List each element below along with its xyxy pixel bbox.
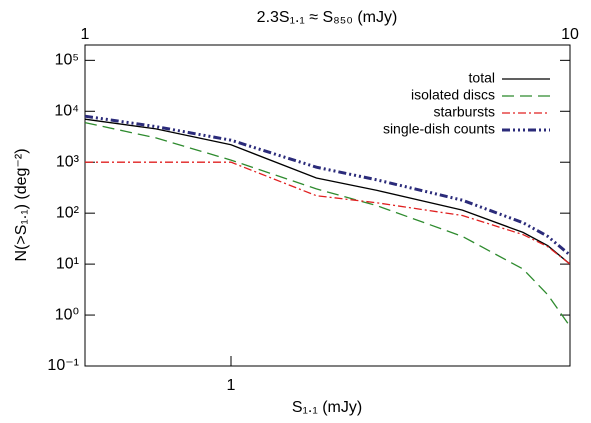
x2-tick-label: 1 (81, 26, 90, 43)
legend-label: total (469, 70, 495, 86)
y-axis-title: N(>S₁.₁) (deg⁻²) (13, 148, 30, 261)
x-tick-label: 1 (227, 377, 236, 394)
y-tick-label: 10⁴ (54, 102, 79, 119)
y-tick-label: 10¹ (56, 255, 79, 272)
legend-label: single-dish counts (383, 121, 495, 137)
x-axis-title: S₁.₁ (mJy) (292, 399, 362, 416)
series-line (84, 118, 571, 265)
x2-tick-label: 10 (561, 26, 579, 43)
legend-label: starbursts (434, 104, 495, 120)
y-tick-label: 10⁵ (55, 52, 79, 69)
y-tick-label: 10³ (56, 153, 80, 170)
legend-label: isolated discs (411, 87, 495, 103)
y-tick-label: 10² (56, 204, 80, 221)
series-line (85, 161, 571, 265)
top-axis-title: 2.3S₁.₁ ≈ S₈₅₀ (mJy) (257, 9, 398, 26)
y-tick-label: 10⁻¹ (47, 357, 79, 374)
series-line (84, 114, 571, 257)
plot-frame (84, 44, 571, 367)
series-line (84, 121, 571, 327)
y-tick-label: 10⁰ (55, 306, 79, 323)
